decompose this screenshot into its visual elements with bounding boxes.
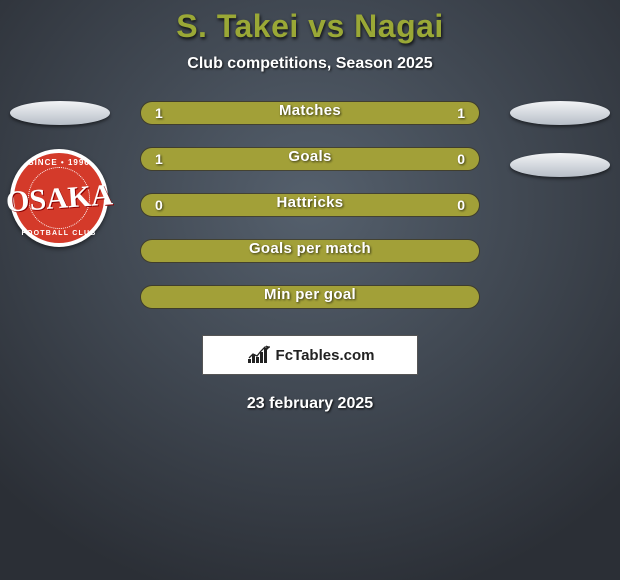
subtitle: Club competitions, Season 2025 bbox=[187, 55, 432, 73]
fctables-text: FcTables.com bbox=[276, 347, 375, 364]
bar-inner bbox=[141, 240, 479, 262]
right-player-column-2 bbox=[510, 153, 610, 209]
stat-right-value: 0 bbox=[457, 197, 465, 213]
right-player-photo-1 bbox=[510, 101, 610, 125]
stat-bar-matches: 11Matches bbox=[140, 101, 480, 125]
content-container: S. Takei vs Nagai Club competitions, Sea… bbox=[0, 0, 620, 580]
bar-inner: 00 bbox=[141, 194, 479, 216]
right-player-photo-2 bbox=[510, 153, 610, 177]
stat-right-value: 0 bbox=[457, 151, 465, 167]
bar-inner bbox=[141, 286, 479, 308]
stat-bar-min-per-goal: Min per goal bbox=[140, 285, 480, 309]
stat-bar-hattricks: 00Hattricks bbox=[140, 193, 480, 217]
badge-top-text: SINCE • 1996 bbox=[28, 158, 90, 167]
bar-inner: 11 bbox=[141, 102, 479, 124]
page-title: S. Takei vs Nagai bbox=[176, 8, 444, 45]
left-player-photo-1 bbox=[10, 101, 110, 125]
comparison-area: SINCE • 1996 OSAKA FOOTBALL CLUB 11Match… bbox=[0, 101, 620, 309]
stat-right-value: 1 bbox=[457, 105, 465, 121]
date-text: 23 february 2025 bbox=[247, 395, 373, 413]
left-team-badge-wrap: SINCE • 1996 OSAKA FOOTBALL CLUB bbox=[10, 149, 110, 205]
bar-inner: 10 bbox=[141, 148, 479, 170]
source-logo-box: FcTables.com bbox=[202, 335, 418, 375]
left-team-badge: SINCE • 1996 OSAKA FOOTBALL CLUB bbox=[10, 149, 108, 247]
stat-left-value: 1 bbox=[155, 105, 163, 121]
right-player-column bbox=[510, 101, 610, 157]
badge-sub-text: FOOTBALL CLUB bbox=[22, 230, 97, 237]
badge-main-text: OSAKA bbox=[5, 181, 113, 215]
stat-left-value: 0 bbox=[155, 197, 163, 213]
stat-bar-goals: 10Goals bbox=[140, 147, 480, 171]
stat-bars: 11Matches10Goals00HattricksGoals per mat… bbox=[140, 101, 480, 309]
stat-left-value: 1 bbox=[155, 151, 163, 167]
stat-bar-goals-per-match: Goals per match bbox=[140, 239, 480, 263]
fctables-icon bbox=[246, 345, 272, 365]
